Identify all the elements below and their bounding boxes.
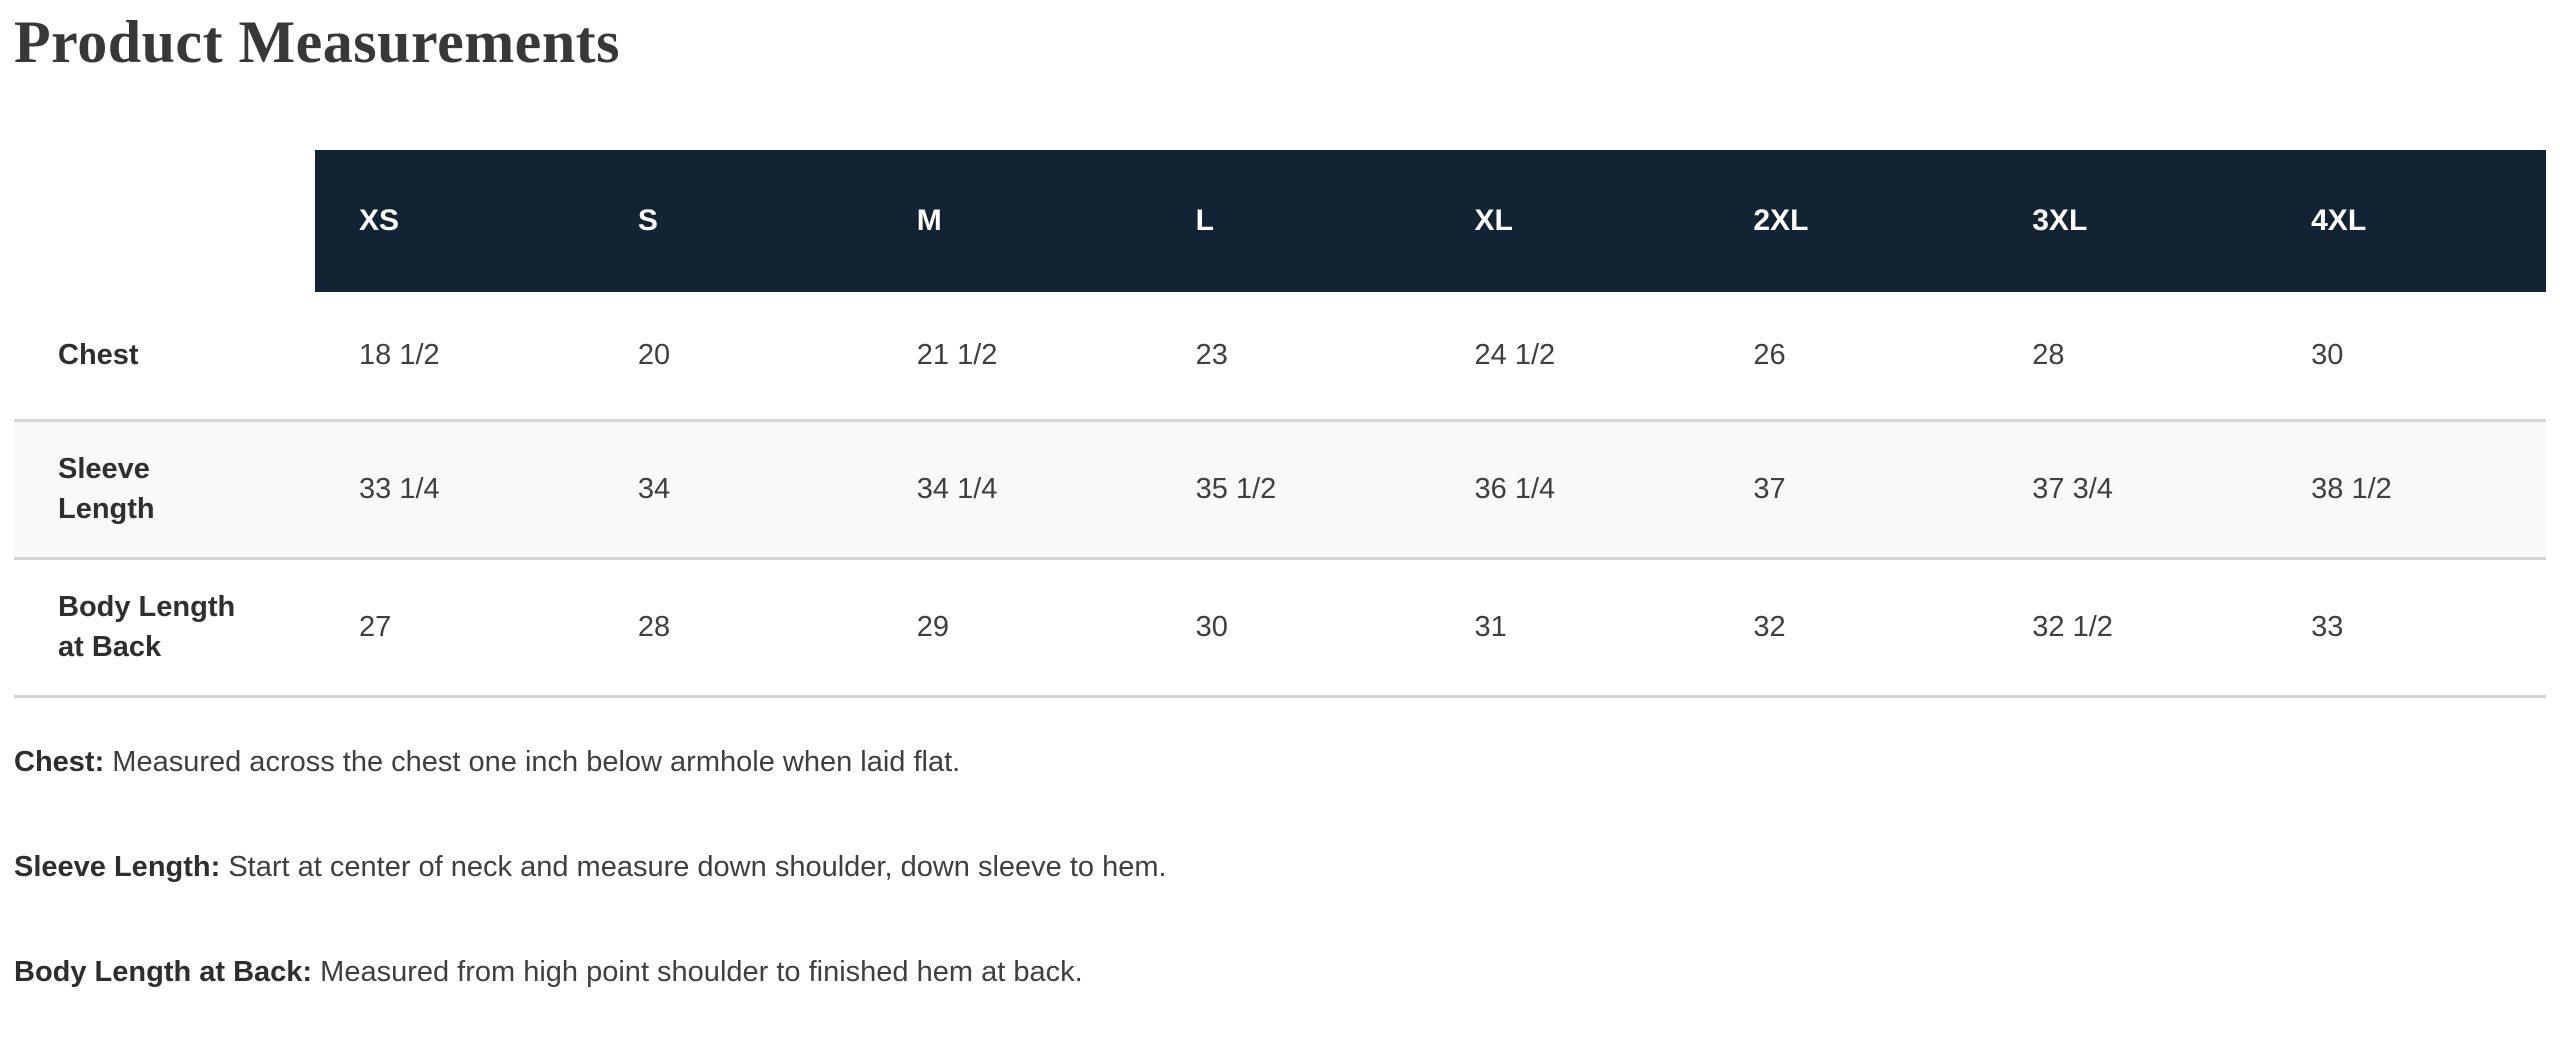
measurement-value: 28	[2032, 339, 2065, 372]
measurement-value: 32	[1753, 611, 1786, 643]
note-description-body-length-at-back: Measured from high point shoulder to fin…	[320, 955, 1083, 988]
row-label-body-length-at-back: Body Length at Back	[58, 591, 236, 663]
measurement-value: 27	[359, 611, 392, 643]
measurement-value: 18 1/2	[359, 339, 440, 372]
measurement-value: 20	[637, 339, 671, 372]
note-chest: Chest: Measured across the chest one inc…	[14, 743, 2546, 781]
size-chart-table: XS S M L XL 2XL 3XL 4XL Chest 18 1/2 20 …	[14, 150, 2546, 698]
size-column-header-4xl: 4XL	[2267, 150, 2546, 292]
note-body-length-at-back: Body Length at Back: Measured from high …	[14, 953, 2546, 991]
measurement-value: 32 1/2	[2032, 611, 2113, 643]
measurement-value: 36 1/4	[1430, 420, 1710, 558]
table-row-sleeve-length: Sleeve Length 33 1/4 34 34 1/4 35 1/2 36…	[14, 420, 2546, 558]
measurement-value: 33 1/4	[315, 420, 594, 558]
measurement-notes: Chest: Measured across the chest one inc…	[14, 743, 2546, 991]
measurement-value: 31	[1474, 611, 1507, 643]
size-column-header-2xl: 2XL	[1709, 150, 1989, 292]
measurement-value: 37 3/4	[1988, 420, 2268, 558]
size-column-header-3xl: 3XL	[1988, 150, 2268, 292]
measurement-value: 21 1/2	[916, 339, 998, 372]
measurement-value: 30	[1195, 611, 1228, 643]
measurement-value: 35 1/2	[1151, 420, 1431, 558]
note-description-sleeve-length: Start at center of neck and measure down…	[228, 850, 1167, 883]
measurement-value: 38 1/2	[2267, 420, 2546, 558]
measurement-value: 23	[1195, 339, 1228, 372]
measurement-value: 30	[2311, 339, 2344, 372]
measurement-value: 29	[916, 611, 950, 643]
note-term-sleeve-length: Sleeve Length:	[14, 850, 221, 883]
row-label-sleeve-length: Sleeve Length	[14, 420, 315, 558]
note-sleeve-length: Sleeve Length: Start at center of neck a…	[14, 848, 2546, 886]
size-column-header-xs: XS	[315, 150, 594, 292]
measurement-value: 26	[1753, 339, 1786, 372]
size-column-header-xl: XL	[1430, 150, 1710, 292]
size-column-header-m: M	[872, 150, 1152, 292]
measurement-value: 34 1/4	[872, 420, 1152, 558]
size-column-header-l: L	[1151, 150, 1431, 292]
size-column-header-s: S	[593, 150, 873, 292]
corner-cell	[14, 150, 315, 292]
table-row-body-length-at-back: Body Length at Back 27 28 29 30 31 32 32…	[14, 558, 2546, 696]
note-description-chest: Measured across the chest one inch below…	[112, 745, 961, 778]
size-header-row: XS S M L XL 2XL 3XL 4XL	[14, 150, 2546, 292]
measurement-value: 34	[593, 420, 873, 558]
measurement-value: 37	[1709, 420, 1989, 558]
note-term-chest: Chest:	[14, 745, 105, 778]
note-term-body-length-at-back: Body Length at Back:	[14, 955, 313, 988]
measurement-value: 24 1/2	[1474, 339, 1556, 372]
measurement-value: 28	[637, 611, 671, 643]
table-row-chest: Chest 18 1/2 20 21 1/2 23 24 1/2 26 28 3…	[14, 292, 2546, 420]
measurement-value: 33	[2311, 611, 2344, 643]
row-label-chest: Chest	[58, 339, 139, 372]
page-title: Product Measurements	[14, 9, 621, 75]
